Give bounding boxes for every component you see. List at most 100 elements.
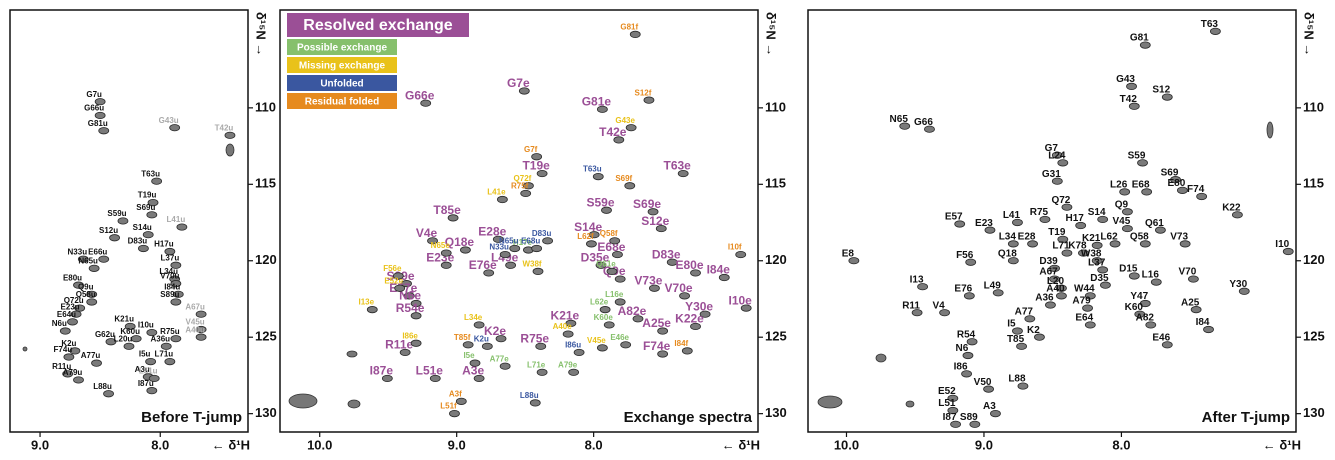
peak-label: G66e — [405, 88, 435, 102]
peak-label: G66u — [84, 104, 104, 113]
peak-contour — [74, 377, 84, 383]
peak-label: Q9 — [1115, 199, 1129, 210]
peak-label: L16 — [1142, 270, 1160, 281]
x-tick-label: 10.0 — [307, 437, 332, 452]
peak-contour — [521, 190, 531, 196]
peak-label: I10u — [138, 321, 154, 330]
peak-label: D83u — [128, 237, 148, 246]
peak-label: G7e — [507, 76, 530, 90]
panel-frame — [280, 10, 758, 432]
peak-label: N65u — [78, 256, 98, 265]
peak-label: E80 — [1168, 178, 1186, 189]
noise-peak — [347, 351, 357, 357]
peak-label: K60u — [120, 327, 140, 336]
x-tick-label: 9.0 — [975, 437, 993, 452]
peak-label: Q58 — [1130, 232, 1149, 243]
peak-label: Q18 — [998, 248, 1017, 259]
peak-label: E23 — [975, 218, 993, 229]
peak-label: L26 — [1110, 180, 1128, 191]
peak-label: Q61 — [1145, 218, 1164, 229]
noise-peak — [23, 347, 27, 351]
peak-label: A3 — [983, 401, 996, 412]
peak-contour — [630, 31, 640, 37]
peak-label: N65e — [431, 241, 451, 250]
peak-contour — [149, 375, 159, 381]
peak-label: F74u — [54, 345, 73, 354]
peak-label: K21e — [551, 309, 580, 323]
peak-contour — [104, 391, 114, 397]
peak-contour — [615, 299, 625, 305]
peak-label: G62u — [95, 330, 115, 339]
y-axis-label: δ¹⁵N → — [764, 12, 779, 56]
peak-label: L88u — [520, 391, 539, 400]
legend-label: Residual folded — [305, 97, 379, 108]
peak-label: E80u — [63, 273, 82, 282]
peak-label: T85 — [1007, 334, 1025, 345]
peak-contour — [165, 358, 175, 364]
y-tick-label: 130 — [1303, 405, 1325, 420]
x-tick-label: 8.0 — [585, 437, 603, 452]
peak-contour — [110, 235, 120, 241]
peak-contour — [411, 340, 421, 346]
panel-frame — [808, 10, 1296, 432]
panel-title: Exchange spectra — [624, 409, 753, 426]
peak-label: T63 — [1201, 19, 1219, 30]
noise-peak — [226, 144, 234, 156]
peak-contour — [500, 363, 510, 369]
peak-label: S59e — [586, 195, 614, 209]
peak-label: I86u — [565, 341, 581, 350]
peak-label: F56 — [956, 250, 974, 261]
peak-label: L62 — [1100, 232, 1118, 243]
peak-label: I13 — [910, 274, 924, 285]
y-tick-label: 125 — [765, 329, 787, 344]
peak-label: L62e — [590, 298, 609, 307]
peak-contour — [95, 112, 105, 118]
peak-contour — [146, 358, 156, 364]
legend-label: Resolved exchange — [303, 17, 453, 34]
peak-label: V45 — [1113, 216, 1131, 227]
peak-label: K2u — [474, 334, 489, 343]
peak-label: T42e — [599, 125, 627, 139]
peak-label: G43u — [159, 116, 179, 125]
peak-contour — [138, 245, 148, 251]
noise-peak — [818, 396, 842, 408]
peak-contour — [441, 250, 451, 256]
peak-label: G81f — [620, 23, 638, 32]
peak-label: I87 — [943, 412, 957, 423]
peak-contour — [470, 360, 480, 366]
y-tick-label: 130 — [765, 405, 787, 420]
peak-contour — [644, 97, 654, 103]
peak-label: S14u — [133, 223, 152, 232]
y-tick-label: 110 — [1303, 99, 1324, 114]
peak-label: L24 — [1048, 150, 1066, 161]
x-axis-label: ← δ¹H — [1263, 437, 1301, 452]
peak-contour — [64, 354, 74, 360]
peak-label: Q61e — [596, 260, 616, 269]
peak-label: A79u — [63, 368, 83, 377]
peak-contour — [563, 331, 573, 337]
peak-contour — [532, 154, 542, 160]
peak-label: I84e — [707, 263, 731, 277]
peak-label: S69u — [136, 203, 155, 212]
peak-contour — [474, 322, 484, 328]
peak-label: A77 — [1015, 306, 1034, 317]
y-tick-label: 110 — [765, 99, 786, 114]
y-tick-label: 120 — [255, 252, 277, 267]
peak-label: S12 — [1152, 85, 1170, 96]
peak-contour — [449, 410, 459, 416]
peak-contour — [574, 349, 584, 355]
peak-contour — [482, 343, 492, 349]
peak-contour — [60, 328, 70, 334]
noise-peak — [906, 401, 914, 407]
peak-label: I86e — [402, 331, 418, 340]
peak-contour — [610, 238, 620, 244]
peak-contour — [532, 245, 542, 251]
peak-contour — [456, 398, 466, 404]
legend-label: Possible exchange — [297, 43, 387, 54]
peak-label: I10 — [1275, 239, 1289, 250]
peak-label: Y47 — [1130, 291, 1148, 302]
peak-label: N33u — [68, 247, 88, 256]
peak-label: T42 — [1120, 94, 1138, 105]
peak-label: E66u — [88, 247, 107, 256]
peak-label: V70u — [160, 272, 179, 281]
